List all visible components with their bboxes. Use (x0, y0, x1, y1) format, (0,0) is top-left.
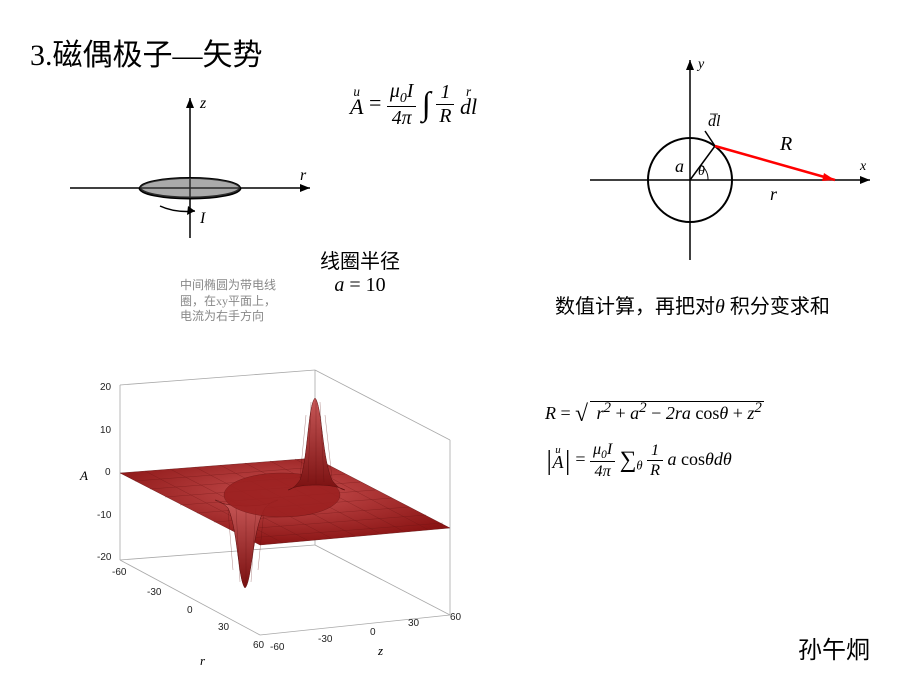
Af-one: 1 (647, 441, 663, 461)
formula-vector-potential: u A = μ0I 4π ∫ 1 R r dl (350, 80, 477, 130)
z-tick-60: 60 (450, 612, 462, 623)
r-axis-label: r (200, 653, 206, 668)
Rf-theta: θ (719, 403, 728, 423)
current-loop-diagram: z r I (60, 88, 320, 273)
geometry-diagram: y x a θ dl R r (580, 50, 890, 285)
plot3d-svg: 20 10 0 -10 -20 A -60 -30 0 30 60 r -60 … (50, 350, 480, 670)
A-tick-m20: -20 (97, 552, 112, 563)
r-tick-60: 60 (253, 640, 265, 651)
Rf-2ra: 2ra (666, 403, 691, 423)
Rf-a: a (630, 403, 639, 423)
z-axis-label: z (199, 95, 207, 112)
Rf-cos: cos (695, 403, 719, 423)
A-tick-20: 20 (100, 382, 112, 393)
r-tick-0: 0 (187, 605, 193, 616)
loop-note: 中间椭圆为带电线 圈，在xy平面上， 电流为右手方向 (180, 278, 276, 325)
Af-sumsub: θ (636, 458, 642, 472)
coil-radius-a: a (334, 274, 344, 296)
a-label: a (675, 156, 684, 176)
sum-sign: ∑ (620, 447, 637, 473)
Af-4pi: 4π (590, 462, 615, 481)
note-line1: 中间椭圆为带电线 (180, 278, 276, 292)
coil-radius: 线圈半径 a = 10 (320, 245, 400, 297)
r-tick-30: 30 (218, 622, 230, 633)
coil-radius-label: 线圈半径 (320, 251, 400, 273)
formula-R-distance: R = √ r2 + a2 − 2ra cosθ + z2 (545, 400, 764, 428)
Rf-a2: 2 (639, 400, 647, 416)
z-tick-m60: -60 (270, 642, 285, 653)
A-tick-0: 0 (105, 467, 111, 478)
A-tick-m10: -10 (97, 510, 112, 521)
geom-svg: y x a θ dl R r (580, 50, 890, 280)
r-tick-m60: -60 (112, 567, 127, 578)
R-vec-label: R (779, 133, 792, 155)
theta-label: θ (698, 164, 705, 179)
Af-mu: μ (593, 440, 601, 458)
coil-radius-eq: = 10 (344, 274, 385, 296)
sym-mu0sub: 0 (400, 90, 407, 105)
Af-R: R (650, 461, 660, 479)
note-line3: 电流为右手方向 (180, 309, 264, 323)
A-tick-10: 10 (100, 425, 112, 436)
sym-dl: dl (460, 94, 477, 119)
Af-I: I (607, 440, 612, 458)
Af-cos: cos (681, 449, 705, 469)
integral-sign: ∫ (422, 86, 431, 122)
r-axis-label: r (300, 167, 307, 184)
num-note-pre: 数值计算，再把对 (555, 296, 715, 318)
note-line2: 圈，在xy平面上， (180, 294, 276, 308)
numerical-note: 数值计算，再把对θ 积分变求和 (555, 290, 830, 319)
loop-svg: z r I (60, 88, 320, 268)
r-tick-m30: -30 (147, 587, 162, 598)
sym-A: A (350, 94, 363, 119)
sym-I: I (407, 80, 414, 102)
page-title: 3.磁偶极子—矢势 (30, 30, 263, 74)
x-axis-label: x (859, 159, 867, 174)
num-note-theta: θ (715, 296, 725, 318)
Af-A: A (552, 452, 563, 472)
Rf-z2: 2 (754, 400, 762, 416)
sym-4pi: 4π (387, 107, 416, 130)
sym-R: R (439, 105, 451, 127)
z-tick-0: 0 (370, 627, 376, 638)
author-name: 孙午炯 (798, 630, 870, 665)
r-dist-label: r (770, 184, 778, 204)
surface-plot-3d: 20 10 0 -10 -20 A -60 -30 0 30 60 r -60 … (50, 350, 480, 675)
current-label: I (199, 210, 206, 227)
Af-theta2: θ (723, 449, 732, 469)
Af-d: d (714, 449, 723, 469)
sym-mu: μ (390, 80, 400, 102)
Af-a: a (668, 449, 677, 469)
Rf-R: R (545, 403, 556, 423)
Rf-r2: 2 (604, 400, 612, 416)
z-axis-label: z (377, 643, 383, 658)
dl-label: dl (708, 113, 721, 130)
Rf-r: r (597, 403, 604, 423)
z-tick-30: 30 (408, 618, 420, 629)
z-tick-m30: -30 (318, 634, 333, 645)
num-note-post: 积分变求和 (725, 296, 830, 318)
sym-one: 1 (436, 81, 454, 105)
A-axis-label: A (79, 468, 88, 483)
y-axis-label: y (696, 57, 705, 72)
Af-theta: θ (705, 449, 714, 469)
formula-A-magnitude: | u A | = μ0I 4π ∑θ 1 R a cosθdθ (545, 440, 732, 481)
